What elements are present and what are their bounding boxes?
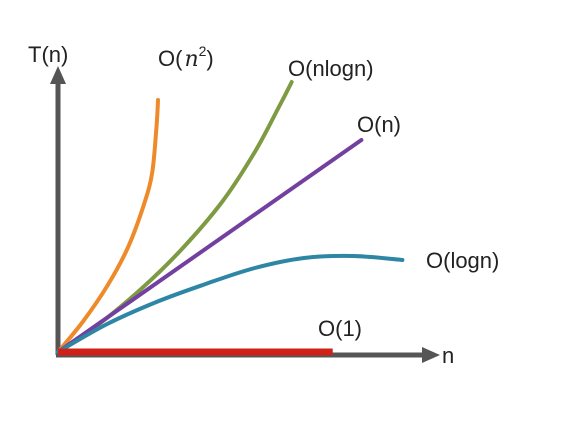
series-group [56, 80, 405, 356]
series-line-on2 [56, 98, 160, 354]
series-line-ologn [56, 253, 405, 354]
series-label-on2: O(n2) [158, 43, 214, 72]
y-axis-label: T(n) [28, 42, 68, 67]
series-label-on2-var: n [184, 47, 198, 72]
x-axis-label: n [442, 343, 454, 368]
series-label-o1: O(1) [318, 316, 362, 341]
y-axis-arrow-icon [50, 66, 66, 84]
series-label-on2-suffix: ) [206, 46, 213, 71]
series-label-on2-prefix: O( [158, 46, 183, 71]
series-line-on [56, 138, 364, 354]
series-label-ologn: O(logn) [426, 248, 499, 273]
series-label-on2-sup: 2 [199, 43, 207, 59]
series-label-on: O(n) [357, 112, 401, 137]
series-label-onlogn: O(nlogn) [288, 56, 374, 81]
x-axis-arrow-icon [422, 347, 440, 363]
series-line-onlogn [56, 80, 294, 354]
